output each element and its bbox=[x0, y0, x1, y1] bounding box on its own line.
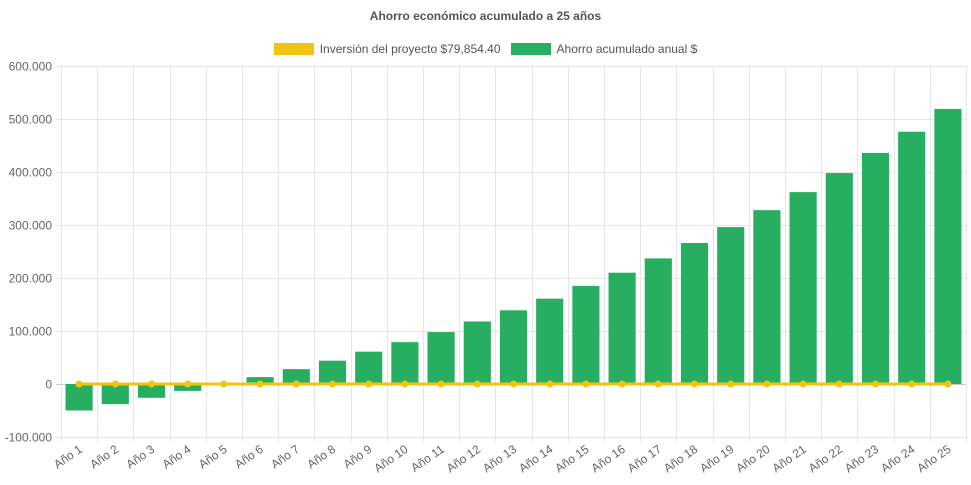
point-inversion[interactable] bbox=[546, 380, 554, 388]
x-tick-label: Año 14 bbox=[516, 442, 555, 475]
point-inversion[interactable] bbox=[727, 380, 735, 388]
point-inversion[interactable] bbox=[437, 380, 445, 388]
y-tick-label: 300.000 bbox=[9, 219, 53, 233]
x-tick-label: Año 16 bbox=[589, 442, 628, 475]
bar-ahorro[interactable] bbox=[101, 384, 129, 405]
y-tick-label: 600.000 bbox=[9, 60, 53, 74]
x-tick-label: Año 20 bbox=[733, 442, 772, 475]
bar-ahorro[interactable] bbox=[318, 360, 347, 384]
legend-item-ahorro[interactable]: Ahorro acumulado anual $ bbox=[510, 42, 698, 56]
y-tick-label: 100.000 bbox=[9, 325, 53, 339]
x-tick-label: Año 4 bbox=[160, 442, 194, 472]
point-inversion[interactable] bbox=[908, 380, 916, 388]
bar-ahorro[interactable] bbox=[536, 298, 564, 384]
point-inversion[interactable] bbox=[401, 380, 409, 388]
point-inversion[interactable] bbox=[365, 380, 373, 388]
x-tick-label: Año 1 bbox=[51, 442, 85, 472]
point-inversion[interactable] bbox=[111, 380, 119, 388]
y-tick-label: -100.000 bbox=[5, 431, 53, 445]
point-inversion[interactable] bbox=[148, 380, 155, 388]
bar-ahorro[interactable] bbox=[644, 258, 672, 384]
bar-ahorro[interactable] bbox=[898, 131, 926, 384]
point-inversion[interactable] bbox=[220, 380, 228, 388]
x-tick-label: Año 9 bbox=[341, 442, 375, 472]
bar-ahorro[interactable] bbox=[861, 152, 890, 384]
x-tick-label: Año 19 bbox=[697, 442, 736, 475]
y-tick-label: 400.000 bbox=[9, 166, 53, 180]
point-inversion[interactable] bbox=[510, 380, 517, 388]
point-inversion[interactable] bbox=[618, 380, 626, 388]
point-inversion[interactable] bbox=[654, 380, 662, 388]
bar-ahorro[interactable] bbox=[572, 285, 600, 384]
bar-ahorro[interactable] bbox=[137, 384, 166, 398]
x-tick-label: Año 23 bbox=[842, 442, 881, 475]
x-tick-label: Año 21 bbox=[770, 442, 809, 475]
point-inversion[interactable] bbox=[473, 380, 481, 388]
point-inversion[interactable] bbox=[256, 380, 264, 388]
x-tick-label: Año 11 bbox=[408, 442, 447, 475]
point-inversion[interactable] bbox=[835, 380, 843, 388]
x-tick-label: Año 2 bbox=[87, 442, 121, 472]
y-tick-label: 200.000 bbox=[9, 272, 53, 286]
point-inversion[interactable] bbox=[799, 380, 807, 388]
x-tick-label: Año 12 bbox=[444, 442, 483, 475]
point-inversion[interactable] bbox=[691, 380, 698, 388]
bar-ahorro[interactable] bbox=[463, 321, 491, 384]
bar-ahorro[interactable] bbox=[282, 369, 310, 384]
x-tick-label: Año 7 bbox=[268, 442, 302, 472]
legend-label-inversion: Inversión del proyecto $79,854.40 bbox=[319, 42, 501, 56]
legend-item-inversion[interactable]: Inversión del proyecto $79,854.40 bbox=[273, 42, 501, 56]
point-inversion[interactable] bbox=[763, 380, 771, 388]
x-tick-label: Año 6 bbox=[232, 442, 266, 472]
x-tick-label: Año 17 bbox=[625, 442, 664, 475]
legend: Inversión del proyecto $79,854.40 Ahorro… bbox=[0, 42, 971, 56]
legend-label-ahorro: Ahorro acumulado anual $ bbox=[556, 42, 698, 56]
x-tick-label: Año 18 bbox=[661, 442, 700, 475]
y-tick-label: 500.000 bbox=[9, 113, 53, 127]
bar-ahorro[interactable] bbox=[825, 173, 853, 384]
bar-ahorro[interactable] bbox=[427, 332, 455, 384]
point-inversion[interactable] bbox=[184, 380, 192, 388]
x-tick-label: Año 25 bbox=[914, 442, 953, 475]
x-tick-label: Año 3 bbox=[124, 442, 158, 472]
point-inversion[interactable] bbox=[329, 380, 336, 388]
point-inversion[interactable] bbox=[292, 380, 300, 388]
bar-ahorro[interactable] bbox=[391, 342, 419, 384]
x-tick-label: Año 13 bbox=[480, 442, 519, 475]
bar-ahorro[interactable] bbox=[753, 210, 781, 384]
point-inversion[interactable] bbox=[872, 380, 879, 388]
bar-ahorro[interactable] bbox=[65, 384, 93, 411]
bar-ahorro[interactable] bbox=[355, 351, 383, 384]
x-tick-label: Año 15 bbox=[552, 442, 591, 475]
point-inversion[interactable] bbox=[944, 380, 952, 388]
x-tick-label: Año 8 bbox=[305, 442, 339, 472]
bar-ahorro[interactable] bbox=[717, 227, 745, 384]
chart-title: Ahorro económico acumulado a 25 años bbox=[369, 9, 602, 23]
point-inversion[interactable] bbox=[75, 380, 83, 388]
y-tick-label: 0 bbox=[45, 378, 52, 392]
legend-swatch-ahorro bbox=[510, 43, 551, 55]
bar-ahorro[interactable] bbox=[499, 310, 528, 384]
x-tick-label: Año 5 bbox=[196, 442, 230, 472]
x-tick-label: Año 22 bbox=[806, 442, 845, 475]
bar-ahorro[interactable] bbox=[608, 272, 636, 384]
point-inversion[interactable] bbox=[582, 380, 590, 388]
bar-ahorro[interactable] bbox=[934, 108, 962, 385]
bar-ahorro[interactable] bbox=[680, 243, 709, 384]
x-tick-label: Año 24 bbox=[878, 442, 917, 475]
x-tick-label: Año 10 bbox=[371, 442, 410, 475]
legend-swatch-inversion bbox=[273, 43, 314, 55]
bar-ahorro[interactable] bbox=[789, 192, 817, 384]
